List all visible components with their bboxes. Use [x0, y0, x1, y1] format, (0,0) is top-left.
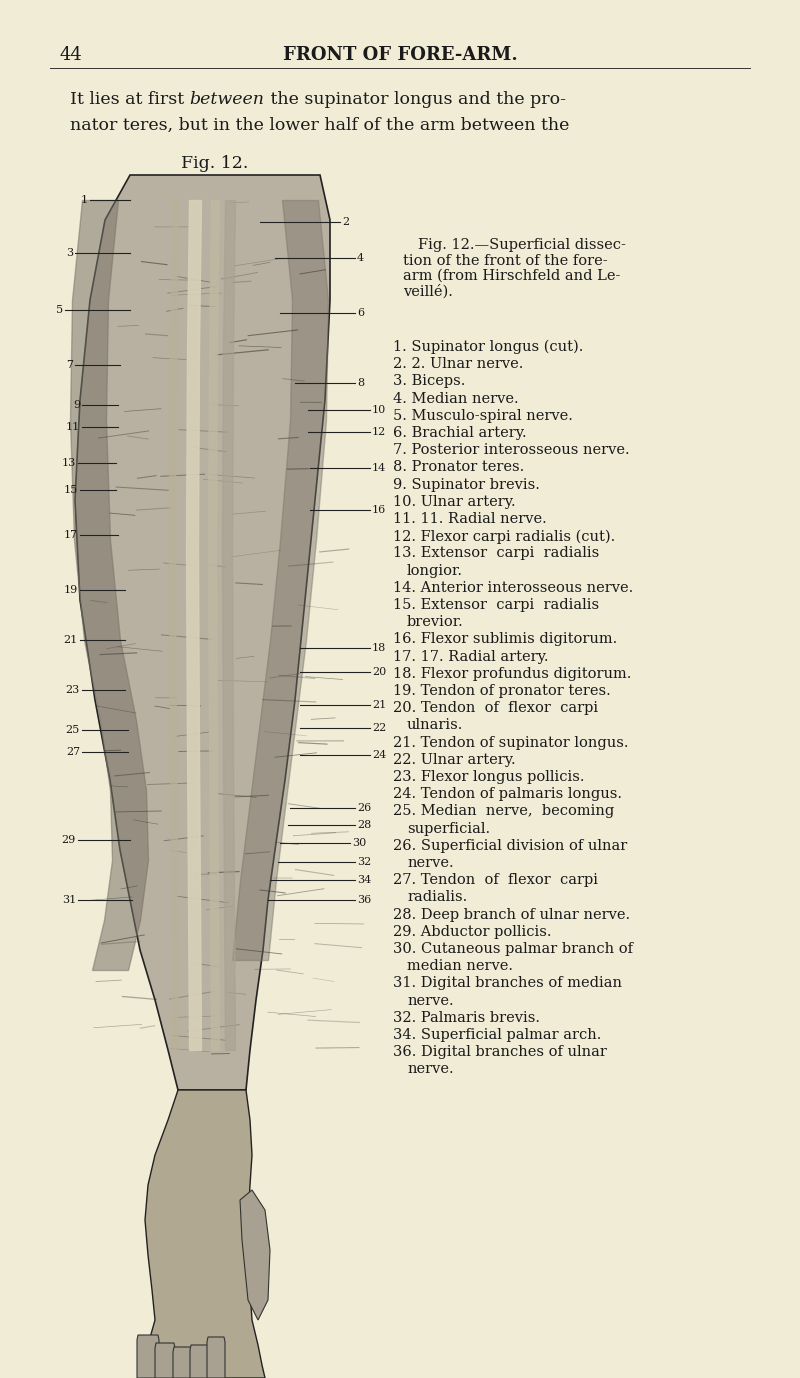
Text: 3. Biceps.: 3. Biceps.: [393, 375, 466, 389]
Polygon shape: [240, 1191, 270, 1320]
Text: 22: 22: [372, 723, 386, 733]
Text: 7: 7: [66, 360, 73, 371]
Text: 22. Ulnar artery.: 22. Ulnar artery.: [393, 752, 516, 766]
Text: radialis.: radialis.: [407, 890, 467, 904]
Text: 28. Deep branch of ulnar nerve.: 28. Deep branch of ulnar nerve.: [393, 908, 630, 922]
Text: nerve.: nerve.: [407, 1062, 454, 1076]
Text: 4: 4: [357, 254, 364, 263]
Text: 17: 17: [64, 531, 78, 540]
Text: FRONT OF FORE-ARM.: FRONT OF FORE-ARM.: [282, 45, 518, 63]
Text: 32. Palmaris brevis.: 32. Palmaris brevis.: [393, 1011, 540, 1025]
Text: 15: 15: [64, 485, 78, 495]
Polygon shape: [173, 1348, 193, 1378]
Text: nerve.: nerve.: [407, 856, 454, 870]
Text: 8. Pronator teres.: 8. Pronator teres.: [393, 460, 524, 474]
Text: 31: 31: [62, 894, 76, 905]
Text: 9: 9: [73, 400, 80, 411]
Text: brevior.: brevior.: [407, 615, 464, 630]
Text: 7. Posterior interosseous nerve.: 7. Posterior interosseous nerve.: [393, 444, 630, 457]
Text: 25. Median  nerve,  becoming: 25. Median nerve, becoming: [393, 805, 614, 819]
Text: arm (from Hirschfeld and Le-: arm (from Hirschfeld and Le-: [403, 269, 620, 282]
Text: 13: 13: [62, 457, 76, 469]
Text: 2. 2. Ulnar nerve.: 2. 2. Ulnar nerve.: [393, 357, 523, 371]
Text: 16: 16: [372, 504, 386, 515]
Text: 36. Digital branches of ulnar: 36. Digital branches of ulnar: [393, 1045, 607, 1060]
Text: between: between: [190, 91, 265, 109]
Text: 34. Superficial palmar arch.: 34. Superficial palmar arch.: [393, 1028, 602, 1042]
Text: 16. Flexor sublimis digitorum.: 16. Flexor sublimis digitorum.: [393, 633, 618, 646]
Text: 18: 18: [372, 644, 386, 653]
Text: 30. Cutaneous palmar branch of: 30. Cutaneous palmar branch of: [393, 943, 633, 956]
Text: 34: 34: [357, 875, 371, 885]
Text: 9. Supinator brevis.: 9. Supinator brevis.: [393, 478, 540, 492]
Text: 29: 29: [62, 835, 76, 845]
Text: 18. Flexor profundus digitorum.: 18. Flexor profundus digitorum.: [393, 667, 631, 681]
Text: 12: 12: [372, 427, 386, 437]
Text: 13. Extensor  carpi  radialis: 13. Extensor carpi radialis: [393, 547, 599, 561]
Text: 8: 8: [357, 378, 364, 389]
Text: tion of the front of the fore-: tion of the front of the fore-: [403, 254, 608, 267]
Polygon shape: [207, 1337, 225, 1378]
Text: 21. Tendon of supinator longus.: 21. Tendon of supinator longus.: [393, 736, 629, 750]
Text: 19: 19: [64, 586, 78, 595]
Text: 21: 21: [64, 635, 78, 645]
Text: 14. Anterior interosseous nerve.: 14. Anterior interosseous nerve.: [393, 580, 634, 595]
Text: 23. Flexor longus pollicis.: 23. Flexor longus pollicis.: [393, 770, 585, 784]
Text: 12. Flexor carpi radialis (cut).: 12. Flexor carpi radialis (cut).: [393, 529, 615, 543]
Text: 27: 27: [66, 747, 80, 757]
Text: 20. Tendon  of  flexor  carpi: 20. Tendon of flexor carpi: [393, 701, 598, 715]
Text: 32: 32: [357, 857, 371, 867]
Text: 26: 26: [357, 803, 371, 813]
Text: 28: 28: [357, 820, 371, 830]
Text: 6: 6: [357, 309, 364, 318]
Text: Fig. 12.—Superficial dissec-: Fig. 12.—Superficial dissec-: [418, 238, 626, 252]
Text: ulnaris.: ulnaris.: [407, 718, 463, 732]
Text: 24. Tendon of palmaris longus.: 24. Tendon of palmaris longus.: [393, 787, 622, 801]
Text: longior.: longior.: [407, 564, 463, 577]
Text: 11. 11. Radial nerve.: 11. 11. Radial nerve.: [393, 513, 546, 526]
Text: Fig. 12.: Fig. 12.: [182, 154, 249, 171]
Text: 14: 14: [372, 463, 386, 473]
Text: nerve.: nerve.: [407, 994, 454, 1007]
Polygon shape: [190, 1345, 210, 1378]
Polygon shape: [138, 1090, 265, 1378]
Text: 1. Supinator longus (cut).: 1. Supinator longus (cut).: [393, 340, 583, 354]
Text: 24: 24: [372, 750, 386, 761]
Text: 10. Ulnar artery.: 10. Ulnar artery.: [393, 495, 516, 508]
Text: 20: 20: [372, 667, 386, 677]
Text: 3: 3: [66, 248, 73, 258]
Text: veillé).: veillé).: [403, 284, 453, 299]
Text: 36: 36: [357, 894, 371, 905]
Text: the supinator longus and the pro-: the supinator longus and the pro-: [265, 91, 566, 109]
Text: 5: 5: [56, 305, 63, 316]
Text: nator teres, but in the lower half of the arm between the: nator teres, but in the lower half of th…: [70, 117, 570, 134]
Text: 26. Superficial division of ulnar: 26. Superficial division of ulnar: [393, 839, 627, 853]
Text: 2: 2: [342, 216, 349, 227]
Text: 29. Abductor pollicis.: 29. Abductor pollicis.: [393, 925, 551, 938]
Text: It lies at first: It lies at first: [70, 91, 190, 109]
Polygon shape: [75, 175, 330, 1090]
Text: 17. 17. Radial artery.: 17. 17. Radial artery.: [393, 649, 549, 664]
Text: 30: 30: [352, 838, 366, 847]
Polygon shape: [137, 1335, 159, 1378]
Text: 4. Median nerve.: 4. Median nerve.: [393, 391, 518, 405]
Text: superficial.: superficial.: [407, 821, 490, 835]
Text: 25: 25: [66, 725, 80, 734]
Text: 27. Tendon  of  flexor  carpi: 27. Tendon of flexor carpi: [393, 874, 598, 887]
Text: 11: 11: [66, 422, 80, 431]
Text: 10: 10: [372, 405, 386, 415]
Text: 5. Musculo-spiral nerve.: 5. Musculo-spiral nerve.: [393, 409, 573, 423]
Text: median nerve.: median nerve.: [407, 959, 513, 973]
Text: 1: 1: [81, 196, 88, 205]
Text: 31. Digital branches of median: 31. Digital branches of median: [393, 977, 622, 991]
Text: 6. Brachial artery.: 6. Brachial artery.: [393, 426, 526, 440]
Text: 23: 23: [66, 685, 80, 695]
Text: 44: 44: [60, 45, 82, 63]
Polygon shape: [155, 1344, 175, 1378]
Text: 21: 21: [372, 700, 386, 710]
Text: 19. Tendon of pronator teres.: 19. Tendon of pronator teres.: [393, 683, 610, 699]
Text: 15. Extensor  carpi  radialis: 15. Extensor carpi radialis: [393, 598, 599, 612]
